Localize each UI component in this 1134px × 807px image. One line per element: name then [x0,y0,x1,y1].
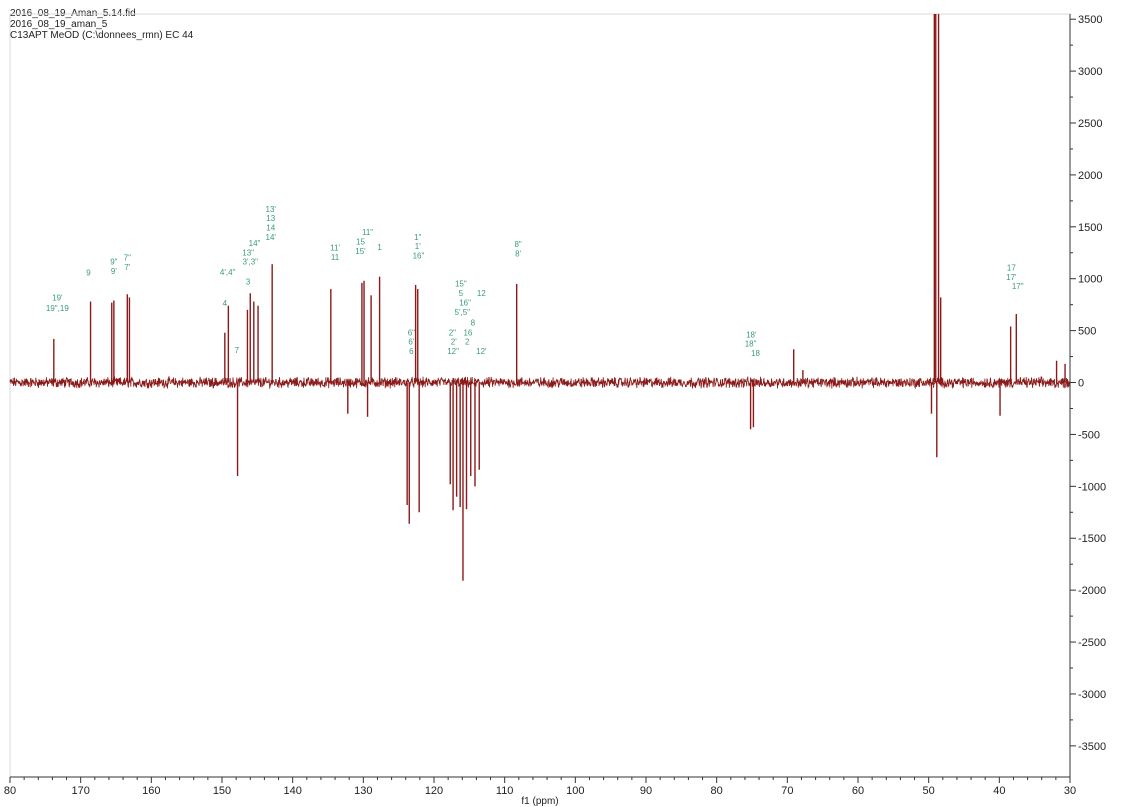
peak-label: 2 [465,338,470,347]
peak-label: 12 [477,289,486,298]
peak-label: 13" [242,248,254,257]
peak-label: 8' [515,249,521,258]
peak-label: 19' [52,294,63,303]
peak-label: 14" [249,239,261,248]
peak-label: 9' [111,267,117,276]
x-tick-label: 170 [71,785,89,797]
peak-label: 5 [459,289,464,298]
peak-label: 16" [459,299,471,308]
peak-label: 7 [235,346,240,355]
peak-label: 3',3" [243,258,259,267]
y-tick-label: -3500 [1078,741,1106,753]
peak-label: 1 [377,243,382,252]
x-tick-label: 140 [283,785,301,797]
experiment-name-text: 2016_08_19_aman_5 [10,19,108,30]
peak-label: 2' [451,338,457,347]
peak-label: 14' [266,233,277,242]
peak-label: 5',5" [455,308,471,317]
intensity-axis: 3500 3000 2500 2000 1500 1000 500 0 -500 -1000 -15… [1069,14,1106,777]
spectrum-trace-layer [9,14,1071,581]
experiment-params-text: C13APT MeOD (C:\donnees_rmn) EC 44 [10,30,194,41]
x-tick-label: 90 [640,785,652,797]
x-tick-label: 50 [923,785,935,797]
plot-frame [9,13,1071,778]
y-tick-label: 3500 [1078,14,1102,26]
x-tick-label: 110 [496,785,514,797]
y-tick-label: 2000 [1078,170,1102,182]
peak-label: 4',4" [220,268,236,277]
peak-label: 16 [463,328,472,337]
peak-label: 11' [330,244,340,253]
x-tick-label: 70 [781,785,793,797]
x-tick-label: 80 [4,785,16,797]
peak-label: 19",19 [46,304,69,313]
peak-label: 18 [751,349,760,358]
x-tick-label: 30 [1064,785,1076,797]
peak-label: 18" [745,340,757,349]
peak-label: 3 [246,277,251,286]
peak-label: 13' [266,205,277,214]
peak-label: 17' [1006,273,1017,282]
peak-label: 1' [415,242,421,251]
y-tick-label: -500 [1078,429,1100,441]
peak-label: 14 [266,223,275,232]
y-tick-label: 2500 [1078,118,1102,130]
y-tick-label: -2500 [1078,637,1106,649]
peak-label: 17" [1012,282,1024,291]
peak-label: 6' [408,338,414,347]
y-tick-label: -3000 [1078,689,1106,701]
peak-label: 18' [746,330,757,339]
x-tick-label: 160 [142,785,160,797]
peak-label: 6" [408,328,415,337]
y-tick-label: 3000 [1078,66,1102,78]
ppm-axis: 80 170 160 150 140 130 120 110 100 90 80 70 60 50 40 30 [4,776,1076,797]
peak-label: 4 [223,299,228,308]
peak-label: 15 [356,237,365,246]
x-tick-label: 40 [993,785,1005,797]
peak-label: 7" [124,254,131,263]
peak-label: 6 [409,347,414,356]
peak-label: 15" [455,280,467,289]
peak-label: 1" [414,233,421,242]
peak-label: 8 [471,318,476,327]
x-axis-title: f1 (ppm) [521,796,558,807]
plot-border [9,13,1071,778]
y-tick-label: -1500 [1078,533,1106,545]
x-tick-label: 120 [425,785,443,797]
peak-label: 17 [1007,263,1016,272]
peak-label: 9 [86,269,91,278]
y-tick-label: 500 [1078,326,1096,338]
peak-label: 9" [110,258,117,267]
x-tick-label: 150 [213,785,231,797]
x-tick-label: 60 [852,785,864,797]
peak-label: 7' [124,263,130,272]
peak-label: 8" [514,240,521,249]
peak-label: 11" [362,228,373,237]
x-tick-label: 100 [566,785,584,797]
peak-label: 16" [413,251,425,260]
y-tick-label: 1500 [1078,222,1102,234]
x-tick-label: 130 [354,785,372,797]
peak-label: 12' [476,347,487,356]
peak-label: 12" [447,347,459,356]
peak-label: 15' [355,247,366,256]
x-tick-label: 80 [711,785,723,797]
y-tick-label: 1000 [1078,274,1102,286]
peak-label: 2" [449,328,456,337]
y-tick-label: -1000 [1078,481,1106,493]
peak-label: 11 [331,253,340,262]
y-tick-label: -2000 [1078,585,1106,597]
y-tick-label: 0 [1078,378,1084,390]
peak-label: 13 [266,214,275,223]
spectrum-baseline [9,375,1071,390]
peak-annotation-layer: 19'19",19 9 9"9' 7"7' 4',4" 4 7 3 13"3',3" 14" 13'… [46,205,1024,358]
